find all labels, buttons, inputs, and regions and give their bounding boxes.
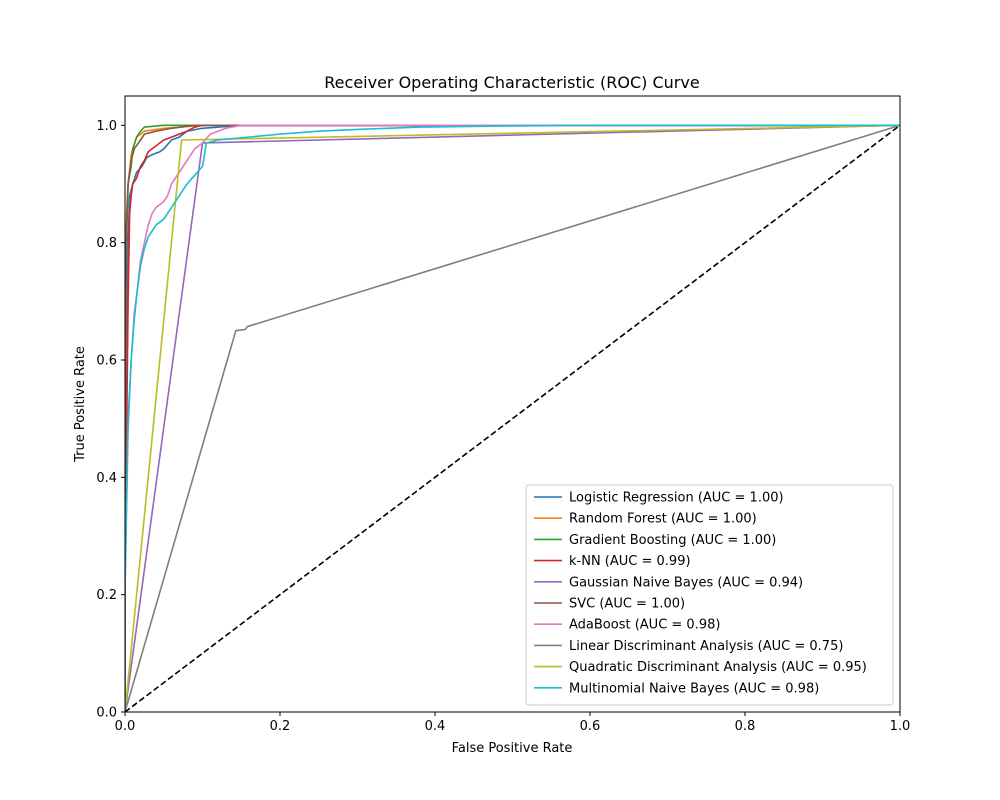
legend-entry: Gaussian Naive Bayes (AUC = 0.94) bbox=[569, 575, 803, 590]
legend-entry: Random Forest (AUC = 1.00) bbox=[569, 512, 757, 527]
series-line-8 bbox=[125, 124, 900, 712]
x-tick-label: 1.0 bbox=[890, 719, 911, 734]
series-line-7 bbox=[125, 124, 900, 712]
y-tick-label: 1.0 bbox=[96, 119, 117, 134]
series-line-3 bbox=[125, 124, 900, 712]
y-axis-label: True Positive Rate bbox=[73, 346, 88, 463]
series-line-9 bbox=[125, 124, 900, 712]
x-axis-label: False Positive Rate bbox=[452, 741, 573, 756]
legend-entry: AdaBoost (AUC = 0.98) bbox=[569, 618, 720, 633]
series-line-5 bbox=[125, 124, 900, 712]
y-tick-label: 0.6 bbox=[96, 354, 117, 369]
legend-entry: SVC (AUC = 1.00) bbox=[569, 597, 685, 612]
legend-entry: Multinomial Naive Bayes (AUC = 0.98) bbox=[569, 681, 819, 696]
legend-entry: Gradient Boosting (AUC = 1.00) bbox=[569, 533, 776, 548]
x-tick-label: 0.2 bbox=[270, 719, 291, 734]
x-tick-label: 0.4 bbox=[425, 719, 446, 734]
legend-entry: Quadratic Discriminant Analysis (AUC = 0… bbox=[569, 660, 867, 675]
y-axis: 0.0 0.2 0.4 0.6 0.8 1.0 bbox=[96, 119, 125, 721]
x-tick-label: 0.0 bbox=[115, 719, 136, 734]
x-axis: 0.0 0.2 0.4 0.6 0.8 1.0 bbox=[115, 712, 911, 734]
legend-entry: Logistic Regression (AUC = 1.00) bbox=[569, 491, 784, 506]
y-tick-label: 0.4 bbox=[96, 471, 117, 486]
legend-entry: Linear Discriminant Analysis (AUC = 0.75… bbox=[569, 639, 843, 654]
plot-frame bbox=[124, 95, 901, 713]
legend: Logistic Regression (AUC = 1.00) Random F… bbox=[525, 484, 894, 706]
y-tick-label: 0.0 bbox=[96, 706, 117, 721]
chart-title: Receiver Operating Characteristic (ROC) … bbox=[324, 73, 699, 92]
y-tick-label: 0.2 bbox=[96, 588, 117, 603]
x-tick-label: 0.6 bbox=[580, 719, 601, 734]
chance-diagonal-line bbox=[125, 124, 900, 712]
legend-box bbox=[525, 484, 894, 706]
x-tick-label: 0.8 bbox=[735, 719, 756, 734]
series-layer bbox=[125, 124, 900, 712]
legend-entry: k-NN (AUC = 0.99) bbox=[569, 554, 691, 569]
y-tick-label: 0.8 bbox=[96, 236, 117, 251]
